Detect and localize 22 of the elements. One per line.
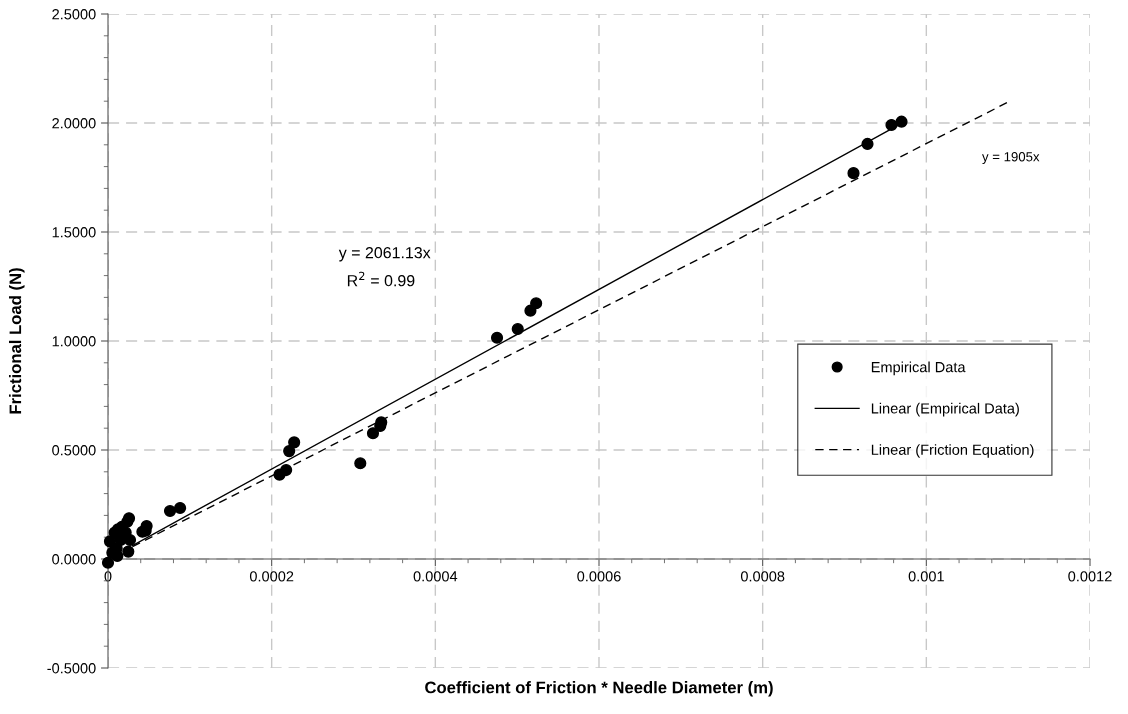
x-tick-label: 0.0012 bbox=[1068, 571, 1112, 582]
x-tick-label: 0.0002 bbox=[249, 571, 294, 582]
x-tick-label: 0.0004 bbox=[413, 571, 458, 582]
y-tick-label: 2.0000 bbox=[52, 118, 96, 129]
x-tick-label: 0 bbox=[104, 571, 112, 582]
y-axis-title: Frictional Load (N) bbox=[8, 268, 25, 414]
x-tick-label: 0.0008 bbox=[740, 571, 785, 582]
y-tick-label: 1.5000 bbox=[52, 227, 96, 238]
legend-label: Empirical Data bbox=[871, 361, 966, 376]
x-tick-label: 0.0006 bbox=[577, 571, 621, 582]
y-tick-label: 0.5000 bbox=[52, 445, 96, 456]
y-tick-label: 0.0000 bbox=[52, 554, 96, 565]
legend-label: Linear (Empirical Data) bbox=[871, 402, 1019, 417]
annotation: R$^{2}$ = 0.99 bbox=[347, 271, 415, 287]
y-tick-label: -0.5000 bbox=[47, 663, 96, 674]
y-tick-label: 1.0000 bbox=[52, 336, 96, 347]
x-axis-title: Coefficient of Friction * Needle Diameter (m) bbox=[425, 681, 773, 697]
annotation: y = 1905x bbox=[982, 152, 1040, 165]
y-tick-label: 2.5000 bbox=[52, 9, 96, 20]
legend-label: Linear (Friction Equation) bbox=[871, 444, 1034, 458]
annotation: y = 2061.13x bbox=[338, 247, 431, 262]
x-tick-label: 0.001 bbox=[908, 571, 944, 582]
